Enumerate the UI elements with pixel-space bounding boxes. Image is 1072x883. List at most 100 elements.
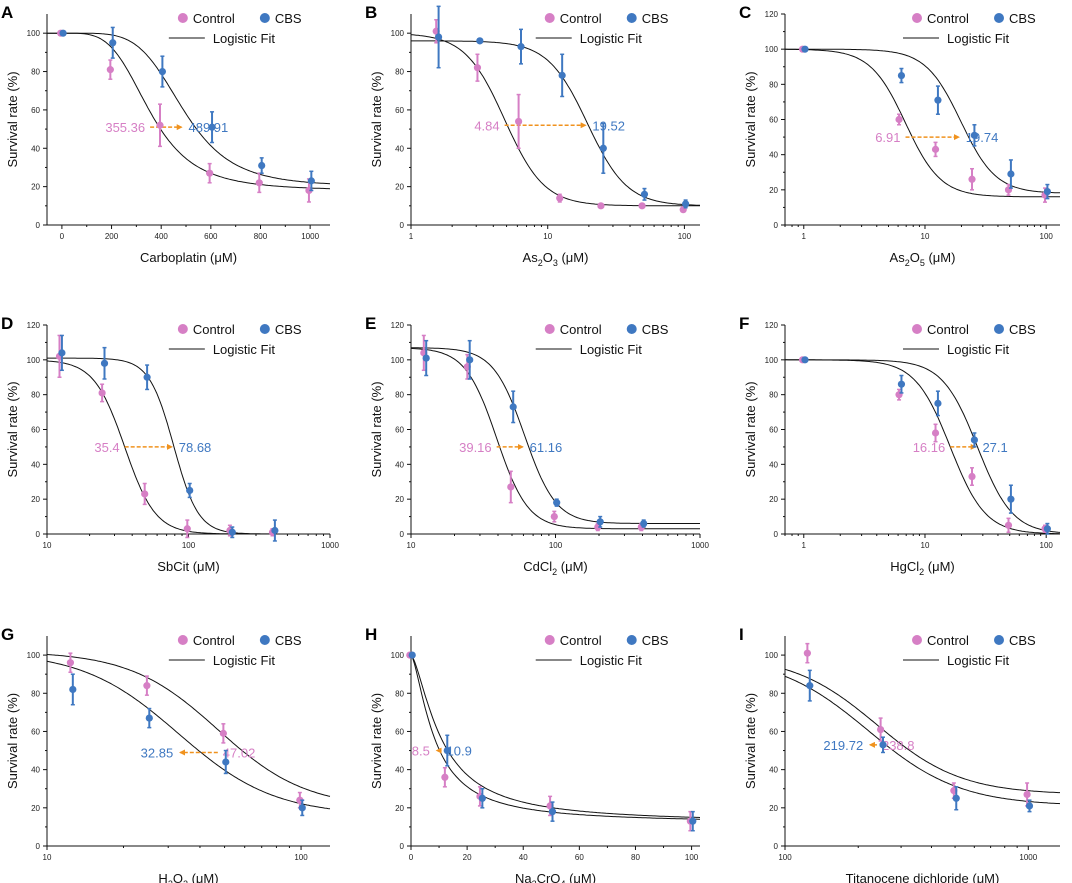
y-tick-label: 20 (31, 804, 40, 813)
data-point-control (931, 429, 940, 437)
ic50-label-right: 47.02 (223, 745, 256, 760)
x-tick-label: 800 (254, 232, 268, 241)
data-point-control (597, 202, 605, 210)
panel-letter: I (739, 625, 744, 644)
panel-g: G 0 20 40 60 80 100 10 100 Survival rate (%) H2O2 … (1, 625, 331, 883)
y-tick-label: 60 (769, 116, 778, 125)
data-point-cbs (952, 794, 960, 802)
panel-letter: C (739, 3, 751, 22)
data-point-cbs (806, 682, 814, 690)
x-axis-title-part: (μM) (558, 250, 589, 265)
x-axis-title: Titanocene dichloride (μM) (846, 871, 1000, 883)
data-point-cbs (100, 359, 109, 367)
legend-control-label: Control (927, 11, 969, 26)
data-point-control (206, 169, 214, 177)
legend-cbs-label: CBS (275, 322, 302, 337)
x-tick-label: 100 (1040, 232, 1054, 241)
y-tick-label: 80 (395, 689, 404, 698)
x-axis-title: As2O3 (μM) (523, 250, 589, 268)
ic50-label-right: 489.91 (189, 120, 229, 135)
data-point-cbs (596, 518, 604, 526)
fit-curve-control (47, 32, 331, 190)
y-tick-label: 100 (27, 29, 41, 38)
y-tick-label: 60 (769, 426, 778, 435)
x-axis-title-part: CrO (537, 871, 561, 883)
data-point-control (803, 649, 811, 657)
data-point-cbs (476, 37, 484, 45)
x-tick-label: 100 (778, 853, 792, 862)
legend-control-label: Control (560, 322, 602, 337)
panel-letter: F (739, 314, 749, 333)
x-tick-label: 20 (463, 853, 472, 862)
x-axis-title: As2O5 (μM) (890, 250, 956, 268)
y-tick-label: 80 (769, 689, 778, 698)
y-axis-title: Survival rate (%) (5, 381, 20, 477)
y-tick-label: 40 (769, 151, 778, 160)
data-point-cbs (553, 499, 561, 507)
legend-control-label: Control (193, 633, 235, 648)
x-axis-title: HgCl2 (μM) (890, 559, 955, 577)
data-point-cbs (879, 741, 887, 749)
data-point-cbs (258, 161, 266, 170)
y-tick-label: 20 (395, 804, 404, 813)
data-point-control (968, 175, 976, 183)
x-tick-label: 100 (294, 853, 308, 862)
ic50-label-left: 16.16 (913, 440, 946, 455)
data-point-cbs (599, 144, 607, 152)
ic50-label-right: 10.9 (447, 744, 472, 759)
ic50-label-left: 355.36 (105, 120, 145, 135)
x-axis-title-part: As (890, 250, 906, 265)
data-point-cbs (435, 33, 443, 41)
y-axis-title: Survival rate (%) (5, 693, 20, 789)
y-tick-label: 80 (31, 68, 40, 77)
x-tick-label: 1000 (691, 541, 709, 550)
x-tick-label: 1 (409, 232, 414, 241)
ic50-label-left: 35.4 (94, 440, 119, 455)
y-tick-label: 40 (395, 766, 404, 775)
data-point-control (931, 145, 940, 153)
data-point-cbs (640, 519, 648, 528)
data-point-cbs (298, 804, 306, 812)
y-tick-label: 0 (400, 530, 405, 539)
data-point-cbs (443, 746, 451, 755)
data-point-cbs (548, 808, 557, 816)
panel-letter: B (365, 3, 377, 22)
ic50-label-left: 4.84 (474, 118, 499, 133)
y-tick-label: 20 (769, 495, 778, 504)
legend-control-marker (912, 635, 922, 645)
data-point-control (183, 525, 191, 533)
ic50-label-right: 78.68 (179, 440, 212, 455)
x-tick-label: 10 (43, 541, 52, 550)
fit-curve-control (46, 654, 331, 797)
data-point-control (255, 179, 263, 187)
data-point-cbs (186, 486, 194, 495)
data-point-cbs (689, 817, 697, 825)
y-tick-label: 100 (27, 651, 41, 660)
y-tick-label: 80 (769, 391, 778, 400)
data-point-control (877, 725, 885, 734)
ic50-label-left: 39.16 (459, 440, 492, 455)
x-axis-title-part: Titanocene dichloride (μM) (846, 871, 1000, 883)
y-tick-label: 80 (769, 80, 778, 89)
y-tick-label: 40 (31, 460, 40, 469)
ic50-label-left: 219.72 (823, 738, 863, 753)
y-tick-label: 60 (31, 106, 40, 115)
x-axis-title-part: (μM) (565, 871, 596, 883)
y-tick-label: 100 (27, 356, 41, 365)
y-tick-label: 40 (769, 766, 778, 775)
legend-control-label: Control (560, 11, 602, 26)
y-tick-label: 20 (395, 183, 404, 192)
legend-control-marker (912, 324, 922, 334)
y-tick-label: 20 (769, 186, 778, 195)
y-tick-label: 20 (31, 495, 40, 504)
x-axis-title-part: (μM) (924, 559, 955, 574)
y-axis-title: Survival rate (%) (743, 381, 758, 477)
x-tick-label: 1 (802, 232, 807, 241)
panel-d: D 0 20 40 60 80 100 120 10 100 1000 Survival rate (… (1, 314, 339, 574)
legend-cbs-marker (994, 635, 1004, 645)
x-tick-label: 200 (105, 232, 119, 241)
data-point-cbs (1043, 187, 1051, 196)
x-axis-title: Carboplatin (μM) (140, 250, 237, 265)
y-tick-label: 0 (774, 842, 779, 851)
